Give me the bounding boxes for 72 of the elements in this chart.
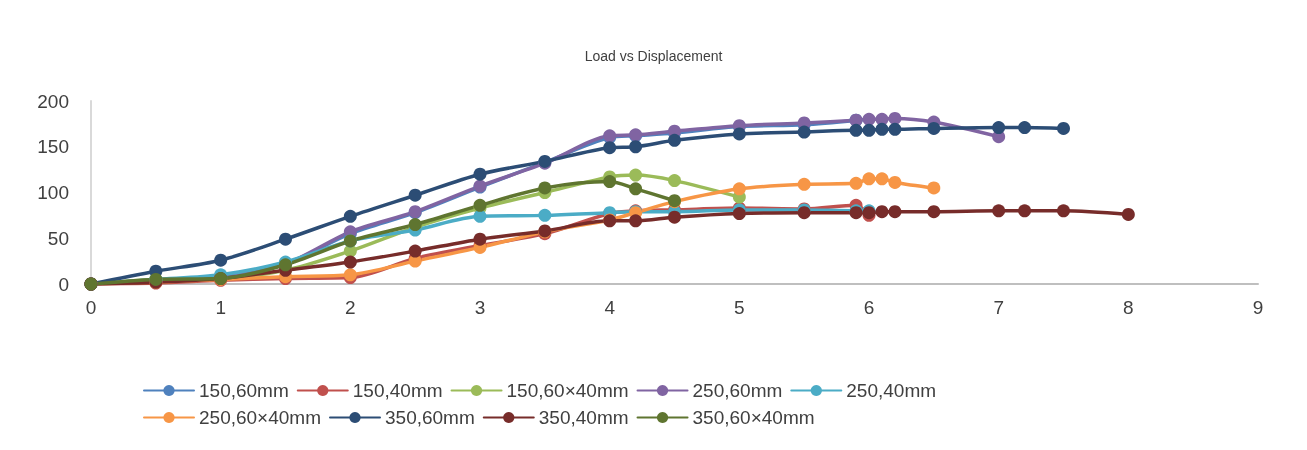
point xyxy=(888,175,902,189)
point xyxy=(603,141,617,155)
point xyxy=(538,208,552,222)
point xyxy=(732,207,746,221)
y-tick-label: 150 xyxy=(37,136,69,158)
point xyxy=(629,182,643,196)
point xyxy=(849,176,863,190)
legend-label: 250,40mm xyxy=(846,380,937,401)
point xyxy=(797,125,811,139)
point xyxy=(927,181,941,195)
point xyxy=(732,127,746,141)
point xyxy=(603,175,617,189)
legend-label: 350,60×40mm xyxy=(692,407,815,428)
y-tick-label: 50 xyxy=(47,227,69,249)
x-tick-label: 2 xyxy=(345,297,356,318)
point xyxy=(888,111,902,125)
point xyxy=(214,253,228,267)
point xyxy=(408,188,422,202)
point xyxy=(992,204,1006,218)
x-tick-label: 5 xyxy=(734,297,745,318)
x-tick-label: 1 xyxy=(215,297,226,318)
point xyxy=(875,122,889,136)
point xyxy=(668,210,681,224)
point xyxy=(1057,121,1070,135)
y-tick-label: 100 xyxy=(37,182,69,203)
legend-label: 150,40mm xyxy=(352,380,443,401)
y-tick-label: 200 xyxy=(37,90,69,112)
point xyxy=(875,205,889,219)
x-tick-label: 0 xyxy=(85,297,97,318)
point xyxy=(992,121,1006,135)
point xyxy=(473,209,487,223)
point xyxy=(343,255,357,269)
point xyxy=(875,172,889,186)
point xyxy=(473,232,487,246)
legend-label: 350,40mm xyxy=(538,407,629,428)
x-tick-label: 6 xyxy=(863,297,875,318)
y-tick-label: 0 xyxy=(58,273,69,295)
legend-label: 150,60×40mm xyxy=(506,380,629,401)
legend-label: 150,60mm xyxy=(199,380,289,401)
point xyxy=(538,181,552,195)
point xyxy=(862,172,876,186)
point xyxy=(279,232,292,246)
point xyxy=(668,174,681,188)
point xyxy=(408,244,422,258)
point xyxy=(862,123,876,137)
point xyxy=(629,140,643,154)
point xyxy=(629,168,643,182)
point xyxy=(927,205,941,219)
x-tick-label: 3 xyxy=(474,297,486,318)
point xyxy=(862,112,876,126)
point xyxy=(668,133,681,147)
point xyxy=(797,177,811,191)
point xyxy=(1121,207,1135,221)
point xyxy=(473,167,487,181)
legend-label: 250,60×40mm xyxy=(199,407,321,428)
point xyxy=(343,209,357,223)
point xyxy=(1018,204,1032,218)
x-tick-label: 8 xyxy=(1123,297,1134,318)
point xyxy=(888,122,902,136)
x-tick-label: 4 xyxy=(604,297,616,318)
point xyxy=(732,182,746,196)
x-tick-label: 9 xyxy=(1252,297,1264,318)
x-tick-label: 7 xyxy=(993,297,1004,318)
chart-title: Load vs Displacement xyxy=(584,48,723,64)
point xyxy=(1018,121,1032,135)
point xyxy=(927,121,941,135)
point xyxy=(629,214,643,228)
legend-label: 250,60mm xyxy=(692,380,783,401)
point xyxy=(1057,204,1070,218)
legend-label: 350,60mm xyxy=(385,407,475,428)
point xyxy=(849,123,863,137)
point xyxy=(888,205,902,219)
